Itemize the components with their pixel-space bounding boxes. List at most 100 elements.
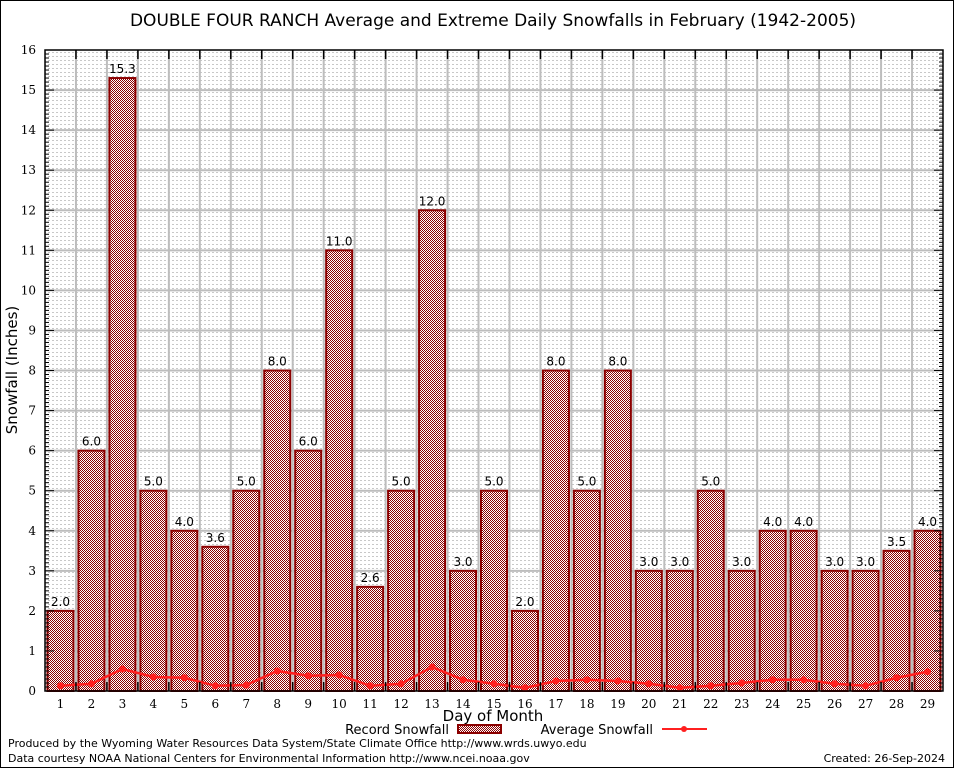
average-point-day-11 bbox=[366, 682, 374, 690]
average-point-day-18 bbox=[583, 676, 591, 684]
bar-label-day-5: 4.0 bbox=[175, 515, 194, 529]
footer-produced-by: Produced by the Wyoming Water Resources … bbox=[8, 737, 587, 750]
bar-day-13 bbox=[418, 209, 447, 692]
average-point-day-7 bbox=[242, 681, 250, 689]
bar-label-day-8: 8.0 bbox=[268, 355, 287, 369]
bar-label-day-12: 5.0 bbox=[392, 475, 411, 489]
bar-label-day-15: 5.0 bbox=[484, 475, 503, 489]
x-tick-label: 22 bbox=[703, 697, 718, 711]
x-tick-label: 2 bbox=[88, 697, 96, 711]
bar-label-day-22: 5.0 bbox=[701, 475, 720, 489]
y-tick-label: 14 bbox=[21, 123, 37, 137]
bar-day-18 bbox=[572, 489, 601, 692]
bar-day-10 bbox=[325, 249, 354, 692]
bar-day-12 bbox=[387, 489, 416, 692]
bar-label-day-13: 12.0 bbox=[419, 194, 446, 208]
x-tick-label: 23 bbox=[734, 697, 749, 711]
bar-day-3 bbox=[108, 77, 137, 692]
x-tick-label: 29 bbox=[920, 697, 935, 711]
bar-day-27 bbox=[851, 569, 880, 692]
bar-label-day-9: 6.0 bbox=[299, 435, 318, 449]
bar-label-day-20: 3.0 bbox=[639, 555, 658, 569]
x-tick-label: 5 bbox=[181, 697, 189, 711]
average-point-day-8 bbox=[273, 667, 281, 675]
x-axis-ticks: 1 2 3 4 5 6 7 8 9 10 11 12 13 14 15 16 17 18 19 20 21 22 23 24 2… bbox=[57, 50, 935, 711]
x-tick-label: 28 bbox=[889, 697, 904, 711]
average-point-day-24 bbox=[769, 676, 777, 684]
y-tick-label: 10 bbox=[21, 283, 36, 297]
y-tick-label: 7 bbox=[28, 404, 36, 418]
bar-label-day-2: 6.0 bbox=[82, 435, 101, 449]
bar-day-23 bbox=[727, 569, 756, 692]
y-tick-label: 2 bbox=[28, 604, 36, 618]
x-tick-label: 12 bbox=[393, 697, 408, 711]
x-tick-label: 11 bbox=[362, 697, 377, 711]
bar-label-day-29: 4.0 bbox=[918, 515, 937, 529]
bar-label-day-4: 5.0 bbox=[144, 475, 163, 489]
bar-day-14 bbox=[449, 569, 478, 692]
average-point-day-10 bbox=[335, 671, 343, 679]
bar-day-22 bbox=[696, 489, 725, 692]
chart-title: DOUBLE FOUR RANCH Average and Extreme Da… bbox=[130, 11, 856, 31]
y-tick-label: 11 bbox=[21, 243, 36, 257]
bar-label-day-3: 15.3 bbox=[109, 62, 136, 76]
legend-record-label: Record Snowfall bbox=[345, 723, 449, 738]
average-point-day-20 bbox=[645, 680, 653, 688]
average-point-day-14 bbox=[459, 676, 467, 684]
x-tick-label: 3 bbox=[119, 697, 127, 711]
average-point-day-26 bbox=[831, 680, 839, 688]
y-tick-label: 8 bbox=[28, 364, 36, 378]
bar-day-5 bbox=[170, 529, 199, 692]
legend-average-label: Average Snowfall bbox=[541, 723, 653, 738]
x-tick-label: 15 bbox=[486, 697, 501, 711]
x-tick-label: 7 bbox=[242, 697, 250, 711]
x-tick-label: 4 bbox=[150, 697, 158, 711]
y-tick-label: 1 bbox=[28, 644, 36, 658]
bar-day-24 bbox=[758, 529, 787, 692]
bar-label-day-18: 5.0 bbox=[577, 475, 596, 489]
bar-day-2 bbox=[77, 449, 106, 692]
x-tick-label: 6 bbox=[211, 697, 219, 711]
y-tick-label: 4 bbox=[28, 524, 36, 538]
average-point-day-15 bbox=[490, 680, 498, 688]
bar-day-9 bbox=[294, 449, 323, 692]
bar-label-day-6: 3.6 bbox=[206, 531, 225, 545]
y-tick-label: 5 bbox=[28, 484, 36, 498]
bar-day-7 bbox=[232, 489, 261, 692]
average-point-day-22 bbox=[707, 682, 715, 690]
x-tick-label: 16 bbox=[517, 697, 532, 711]
average-point-day-25 bbox=[800, 676, 808, 684]
average-point-day-17 bbox=[552, 677, 560, 685]
x-tick-label: 25 bbox=[796, 697, 811, 711]
average-point-day-9 bbox=[304, 672, 312, 680]
x-tick-label: 17 bbox=[548, 697, 563, 711]
average-point-day-3 bbox=[118, 665, 126, 673]
legend: Record Snowfall Average Snowfall bbox=[345, 723, 707, 738]
average-point-day-23 bbox=[738, 679, 746, 687]
average-point-day-28 bbox=[893, 674, 901, 682]
x-tick-label: 27 bbox=[858, 697, 873, 711]
average-point-day-16 bbox=[521, 684, 529, 692]
bar-day-15 bbox=[479, 489, 509, 692]
y-tick-label: 13 bbox=[21, 163, 36, 177]
y-tick-label: 12 bbox=[21, 203, 36, 217]
average-point-day-4 bbox=[149, 673, 157, 681]
bar-day-6 bbox=[201, 545, 230, 693]
x-tick-label: 26 bbox=[827, 697, 842, 711]
x-tick-label: 18 bbox=[579, 697, 594, 711]
x-tick-label: 10 bbox=[332, 697, 347, 711]
y-tick-label: 6 bbox=[28, 444, 36, 458]
average-point-day-21 bbox=[676, 684, 684, 692]
bar-day-8 bbox=[263, 369, 292, 692]
bar-label-day-23: 3.0 bbox=[732, 555, 751, 569]
bar-label-day-10: 11.0 bbox=[326, 234, 353, 248]
bar-label-day-24: 4.0 bbox=[763, 515, 782, 529]
average-point-day-29 bbox=[924, 668, 932, 676]
x-tick-label: 24 bbox=[765, 697, 781, 711]
average-point-day-5 bbox=[180, 674, 188, 682]
x-tick-label: 21 bbox=[672, 697, 687, 711]
average-point-day-27 bbox=[862, 682, 870, 690]
x-tick-label: 20 bbox=[641, 697, 656, 711]
